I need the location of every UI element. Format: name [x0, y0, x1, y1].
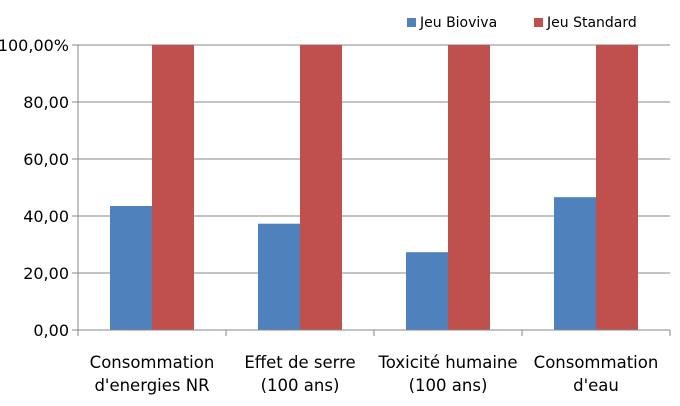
legend-swatch — [407, 18, 416, 27]
y-tick-label: 0,00 — [33, 321, 69, 340]
x-category-label: Effet de serre — [244, 353, 355, 372]
legend: Jeu Bioviva Jeu Standard — [407, 15, 637, 31]
x-category-label: Consommation — [534, 353, 659, 372]
bar-bioviva — [406, 252, 448, 330]
bars — [110, 45, 638, 330]
x-category-label: d'energies NR — [94, 376, 209, 395]
bar-standard — [596, 45, 638, 330]
y-tick-label: 80,00 — [23, 93, 69, 112]
legend-swatch — [534, 18, 543, 27]
bar-standard — [300, 45, 342, 330]
category-labels: Consommation d'energies NR Effet de serre (… — [90, 353, 659, 395]
y-axis-tick-labels: 0,00 20,00 40,00 60,00 80,00 100,00% — [0, 36, 69, 340]
legend-label: Jeu Bioviva — [419, 15, 497, 31]
axes — [72, 44, 671, 336]
y-tick-label: 100,00% — [0, 36, 69, 55]
y-tick-label: 60,00 — [23, 150, 69, 169]
y-tick-label: 40,00 — [23, 207, 69, 226]
y-tick-label: 20,00 — [23, 264, 69, 283]
bar-bioviva — [110, 206, 152, 330]
x-category-label: d'eau — [573, 376, 619, 395]
bar-bioviva — [554, 197, 596, 330]
bar-standard — [152, 45, 194, 330]
x-category-label: Consommation — [90, 353, 215, 372]
bar-bioviva — [258, 223, 300, 330]
legend-label: Jeu Standard — [546, 15, 637, 31]
x-category-label: (100 ans) — [261, 376, 340, 395]
bar-standard — [448, 45, 490, 330]
x-category-label: (100 ans) — [409, 376, 488, 395]
x-category-label: Toxicité humaine — [377, 353, 517, 372]
